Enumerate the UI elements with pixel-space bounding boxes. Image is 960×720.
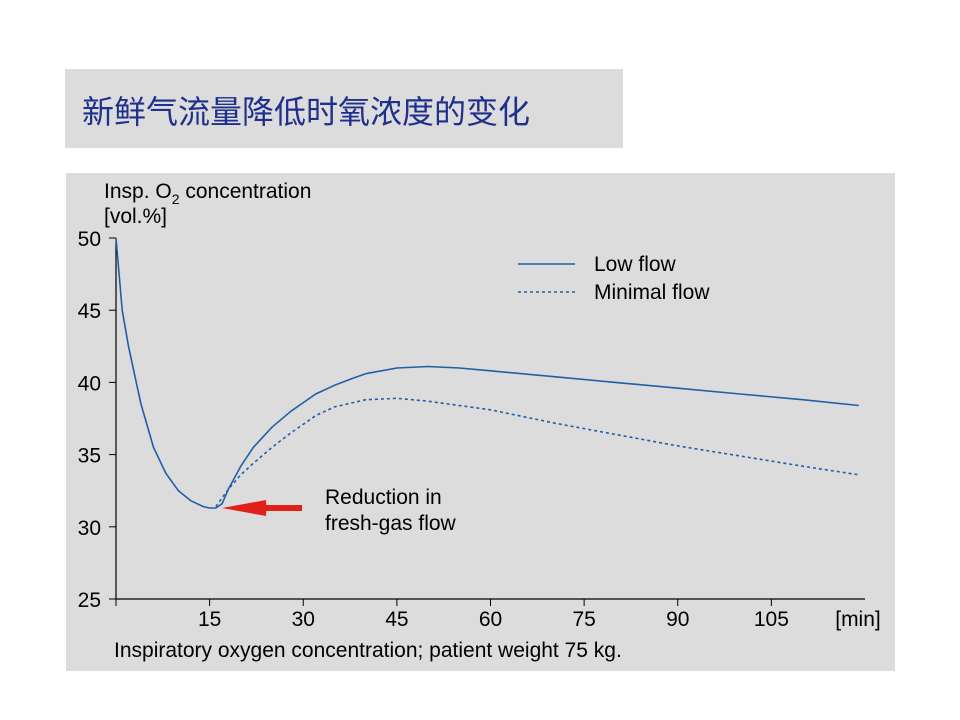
x-tick-label: 90	[666, 608, 689, 631]
y-tick-label: 25	[78, 589, 101, 612]
y-axis-label-line2: [vol.%]	[104, 205, 167, 228]
y-tick-label: 45	[78, 300, 101, 323]
x-tick-label: 75	[572, 608, 595, 631]
legend-label: Low flow	[594, 253, 677, 276]
x-tick-label: 30	[292, 608, 315, 631]
y-tick-label: 30	[78, 517, 101, 540]
y-tick-label: 35	[78, 445, 101, 468]
y-tick-label: 40	[78, 372, 101, 395]
o2-concentration-chart: Insp. O2 concentration [vol.%] 25 30 35 40 4…	[78, 180, 881, 662]
reduction-arrow-head	[222, 500, 267, 517]
series-line-1	[115, 237, 859, 509]
chart-caption: Inspiratory oxygen concentration; patien…	[114, 639, 622, 662]
series-line-2	[215, 397, 859, 508]
annotation-line1: Reduction in	[325, 486, 442, 509]
annotation-line2: fresh-gas flow	[325, 512, 457, 535]
chart-panel: Insp. O2 concentration [vol.%] 25 30 35 40 4…	[66, 173, 895, 671]
y-axis-label-line1: Insp. O2 concentration	[104, 180, 311, 207]
slide-title: 新鲜气流量降低时氧浓度的变化	[82, 93, 531, 131]
x-axis-unit: [min]	[835, 608, 881, 631]
x-tick-label: 15	[198, 608, 221, 631]
legend-label: Minimal flow	[594, 281, 710, 304]
slide-title-box: 新鲜气流量降低时氧浓度的变化	[65, 69, 623, 148]
y-tick-label: 50	[78, 228, 101, 251]
x-tick-label: 60	[479, 608, 502, 631]
x-tick-label: 105	[754, 608, 789, 631]
x-tick-label: 45	[385, 608, 408, 631]
